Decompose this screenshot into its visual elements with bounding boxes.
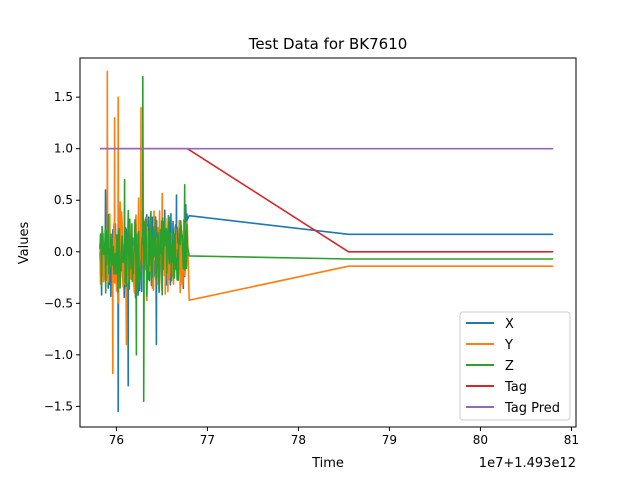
x-tick-label: 78: [291, 433, 306, 447]
y-axis-label: Values: [17, 222, 32, 265]
x-axis-label: Time: [311, 456, 344, 471]
x-axis-offset-label: 1e7+1.493e12: [479, 456, 576, 471]
chart-title: Test Data for BK7610: [248, 35, 408, 53]
legend-entry-z: Z: [505, 359, 514, 374]
y-tick-label: −0.5: [44, 296, 73, 310]
legend-entry-y: Y: [504, 338, 513, 353]
y-tick-label: 1.5: [54, 90, 73, 104]
x-tick-label: 76: [109, 433, 124, 447]
x-tick-label: 81: [564, 433, 579, 447]
legend-entry-x: X: [505, 317, 514, 332]
series-layer: [99, 70, 554, 413]
y-tick-label: −1.5: [44, 399, 73, 413]
x-tick-label: 80: [473, 433, 488, 447]
x-tick-label: 79: [382, 433, 397, 447]
legend-entry-tag: Tag: [504, 380, 527, 395]
series-line-z: [99, 75, 554, 402]
y-tick-label: −1.0: [44, 348, 73, 362]
legend-entry-tag-pred: Tag Pred: [504, 401, 560, 416]
y-tick-label: 0.5: [54, 193, 73, 207]
x-tick-label: 77: [200, 433, 215, 447]
y-tick-label: 0.0: [54, 245, 73, 259]
x-axis-ticks: 76 77 78 79 80 81: [109, 427, 579, 447]
legend: XYZ Tag Tag Pred: [459, 311, 571, 421]
legend-box: [459, 311, 571, 421]
y-axis-ticks: −1.5 −1.0 −0.5 0.0 0.5 1.0 1.5: [44, 90, 80, 413]
plot-frame: [79, 57, 577, 428]
y-tick-label: 1.0: [54, 142, 73, 156]
